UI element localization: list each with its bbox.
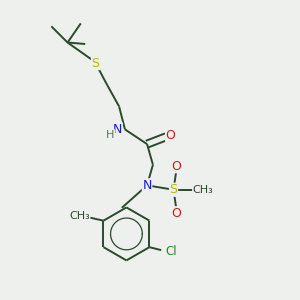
Text: CH₃: CH₃ (69, 211, 90, 221)
Text: CH₃: CH₃ (193, 185, 213, 195)
Text: S: S (169, 183, 178, 196)
Text: N: N (142, 179, 152, 192)
Text: O: O (172, 207, 182, 220)
Text: O: O (166, 129, 176, 142)
Text: N: N (113, 123, 122, 136)
Text: Cl: Cl (166, 245, 177, 258)
Text: O: O (172, 160, 182, 173)
Text: H: H (106, 130, 114, 140)
Text: S: S (92, 57, 100, 70)
